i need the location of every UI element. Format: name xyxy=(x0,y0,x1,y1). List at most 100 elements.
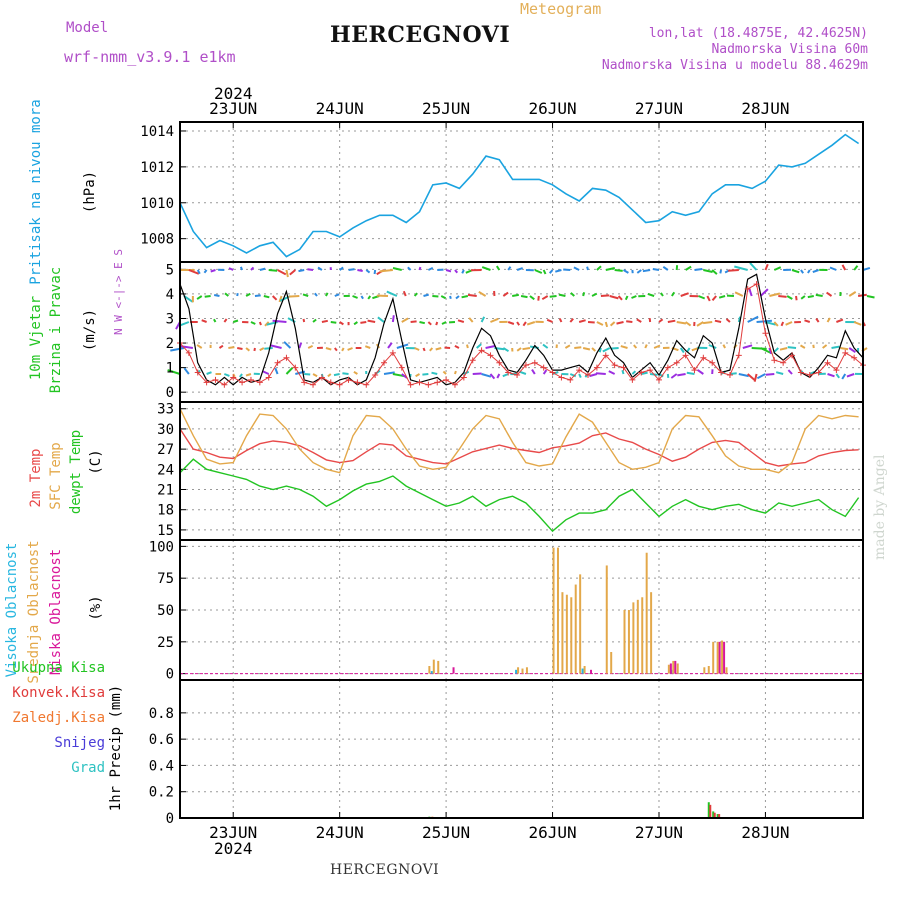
wind-arrow xyxy=(259,347,265,352)
wind-gust-marker xyxy=(469,357,476,364)
wind-arrow xyxy=(749,262,758,271)
wind-arrow xyxy=(569,373,577,378)
wind-arrow xyxy=(516,347,522,352)
wind-arrow xyxy=(449,295,452,300)
wind-arrow xyxy=(815,318,820,323)
wind-arrow xyxy=(330,321,337,324)
precip-legend-2: Zaledj.Kisa xyxy=(12,710,105,726)
wind-arrow xyxy=(183,367,190,375)
wind-arrow xyxy=(285,269,289,278)
wind-arrow xyxy=(467,293,477,297)
y-tick-label: 5 xyxy=(166,262,174,278)
wind-arrow xyxy=(614,269,623,272)
cloud-bar xyxy=(515,669,518,674)
wind-arrow xyxy=(418,266,422,271)
wind-arrow xyxy=(791,269,800,274)
cloud-bar xyxy=(632,602,635,674)
wind-arrow xyxy=(529,295,535,301)
precip-bar xyxy=(707,802,710,818)
cloud-mid-label: Srednja Oblacnost xyxy=(26,540,42,683)
precip-bar xyxy=(718,814,721,818)
cloud-bar xyxy=(703,667,706,674)
wind-arrow xyxy=(840,347,849,351)
wind-arrow xyxy=(342,372,349,375)
wind-gust-marker xyxy=(327,379,334,386)
panel-frame xyxy=(179,401,864,541)
day-label-bottom: 26JUN xyxy=(528,823,576,842)
wind-gust-marker xyxy=(310,381,317,388)
wind-arrow xyxy=(729,372,737,375)
cloud-bar xyxy=(574,584,577,674)
wind-arrow xyxy=(725,318,731,323)
day-label-top: 24JUN xyxy=(316,99,364,118)
wind-arrow xyxy=(360,295,364,300)
precip-bar xyxy=(716,814,719,818)
wind-arrow xyxy=(711,295,717,301)
wind-gust-marker xyxy=(762,330,769,337)
wind-gust-marker xyxy=(797,369,804,376)
cloud-bar xyxy=(669,663,672,674)
cloud-bar xyxy=(676,663,679,674)
wind-arrow xyxy=(435,347,442,351)
wind-arrow xyxy=(210,269,216,273)
wind-arrow xyxy=(694,268,703,271)
wind-arrow xyxy=(423,293,429,297)
wind-arrow xyxy=(201,319,207,323)
wind-arrow xyxy=(831,345,840,349)
wind-arrow xyxy=(454,345,460,349)
y-tick-label: 15 xyxy=(157,523,174,539)
wind-arrow xyxy=(807,295,814,299)
wind-arrow xyxy=(685,321,692,327)
cloud-bar xyxy=(712,641,715,674)
wind-gust-marker xyxy=(576,367,583,374)
wind-arrow xyxy=(542,369,548,375)
wind-arrow xyxy=(670,373,678,379)
wind-gust-marker xyxy=(833,367,840,374)
cloud-bar xyxy=(650,592,653,674)
wind-gust-marker xyxy=(265,374,272,381)
wind-arrow xyxy=(787,346,797,349)
page-title: HERCEGNOVI xyxy=(330,22,511,48)
cloud-bar xyxy=(590,669,593,674)
wind-arrow xyxy=(836,318,844,323)
cloud-bar xyxy=(721,640,724,674)
wind-gust-marker xyxy=(301,379,308,386)
wind-arrow xyxy=(495,265,501,271)
cloud-bar xyxy=(561,592,564,674)
wind-gust-marker xyxy=(744,286,751,293)
cloud-bar xyxy=(718,641,721,674)
wind-gust-marker xyxy=(478,347,485,354)
wind-arrow xyxy=(563,268,571,271)
wind-arrow xyxy=(759,288,769,297)
y-tick-label: 1014 xyxy=(140,124,174,140)
data-layer xyxy=(167,133,875,819)
y-tick-label: 0.2 xyxy=(149,785,174,801)
wind-arrow xyxy=(250,321,256,325)
wind-arrow xyxy=(239,266,244,271)
cloud-bar xyxy=(581,668,584,674)
wind-arrow xyxy=(604,321,609,328)
wind-gust-marker xyxy=(496,359,503,366)
cloud-bar xyxy=(437,660,440,674)
wind-arrow xyxy=(401,317,409,323)
wind-arrow xyxy=(278,295,283,303)
cloud-axis-unit: (%) xyxy=(88,595,104,620)
wind-arrow xyxy=(223,318,228,323)
wind-gust-marker xyxy=(203,379,210,386)
wind-arrow xyxy=(383,371,395,375)
wind-gust-line xyxy=(179,283,864,386)
wind-arrow xyxy=(289,269,296,276)
day-label-bottom: 24JUN xyxy=(316,823,364,842)
wind-arrow xyxy=(608,370,616,375)
wind-gust-marker xyxy=(416,379,423,386)
y-tick-label: 0 xyxy=(166,385,174,401)
wind-arrow xyxy=(431,371,438,375)
wind-arrow xyxy=(586,266,589,271)
wind-arrow xyxy=(570,292,575,297)
wind-arrow xyxy=(671,291,676,297)
cloud-bar xyxy=(521,668,524,674)
y-tick-label: 33 xyxy=(157,402,174,418)
wind-gust-marker xyxy=(354,379,361,386)
wind-arrow xyxy=(391,315,395,323)
panel-frame xyxy=(179,679,864,819)
